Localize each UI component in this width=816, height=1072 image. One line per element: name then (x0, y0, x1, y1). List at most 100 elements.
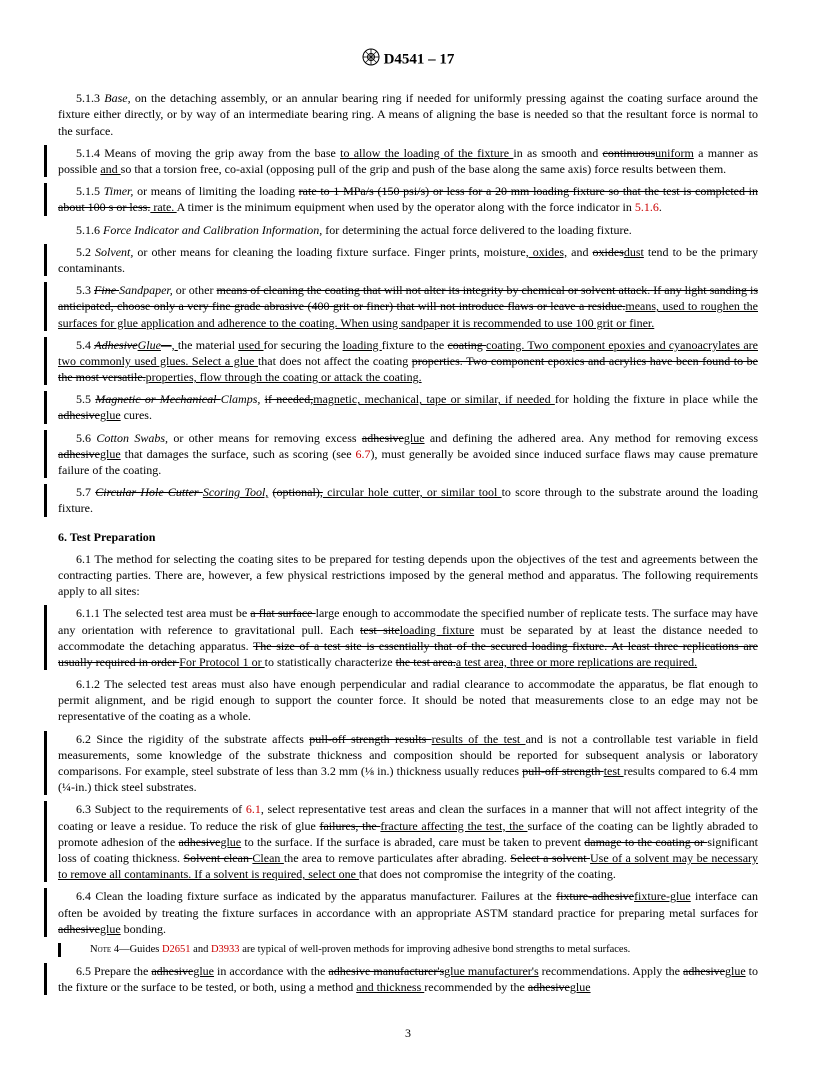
u: glue (570, 980, 591, 994)
s: adhesive manufacturer's (328, 964, 444, 978)
term: Scoring Tool, (203, 485, 268, 499)
ref: 6.1 (246, 802, 261, 816)
term: Sandpaper, (119, 283, 173, 297)
t: or other means for cleaning the loading … (133, 245, 525, 259)
t: recommended by the (424, 980, 528, 994)
s: adhesive (58, 447, 100, 461)
num: 5.7 (76, 485, 95, 499)
num: 6.5 (76, 964, 94, 978)
num: 5.5 (76, 392, 95, 406)
u: , oxides, (526, 245, 567, 259)
u: and thickness (356, 980, 424, 994)
u: glue (100, 922, 121, 936)
para-5.5: 5.5 Magnetic or Mechanical Clamps, if ne… (44, 391, 758, 423)
s: fixture-adhesive (556, 889, 634, 903)
num: 6.1.2 (76, 677, 104, 691)
page-number: 3 (58, 1025, 758, 1041)
term: Base, (104, 91, 130, 105)
t: are typical of well-proven methods for i… (240, 944, 631, 955)
ref: 6.7 (356, 447, 371, 461)
t: or means of limiting the loading (133, 184, 298, 198)
ref: 5.1.6 (635, 200, 659, 214)
term: Solvent, (95, 245, 133, 259)
s: Solvent clean (184, 851, 253, 865)
u: uniform (655, 146, 694, 160)
s: Adhesive (94, 338, 137, 352)
u: fixture-glue (634, 889, 691, 903)
t: A timer is the minimum equipment when us… (177, 200, 635, 214)
u: glue (193, 964, 214, 978)
section-6-heading: 6. Test Preparation (58, 529, 758, 545)
term: Cotton Swabs, (96, 431, 168, 445)
u: glue manufacturer's (444, 964, 538, 978)
t: so that a torsion free, co-axial (opposi… (121, 162, 727, 176)
t: Clean the loading fixture surface as ind… (95, 889, 556, 903)
term: Glue (138, 338, 161, 352)
designation-text: D4541 – 17 (384, 52, 455, 68)
para-5.3: 5.3 Fine Sandpaper, or other means of cl… (44, 282, 758, 331)
t: for holding the fixture in place while t… (555, 392, 758, 406)
ref: D3933 (211, 944, 240, 955)
s: damage to the coating or (584, 835, 707, 849)
term: Timer, (104, 184, 134, 198)
astm-logo (362, 48, 380, 72)
document-header: D4541 – 17 (58, 48, 758, 72)
t: Guides (130, 944, 162, 955)
s: adhesive (58, 922, 100, 936)
u: to allow the loading of the fixture (340, 146, 513, 160)
para-6.1: 6.1 The method for selecting the coating… (58, 551, 758, 600)
u: glue (100, 447, 121, 461)
num: 6.4 (76, 889, 95, 903)
s: adhesive (151, 964, 193, 978)
para-5.1.5: 5.1.5 Timer, or means of limiting the lo… (44, 183, 758, 215)
t: or other (173, 283, 217, 297)
u: used (238, 338, 263, 352)
u: a test area, three or more replications … (456, 655, 697, 669)
s: pull-off strength results (309, 732, 431, 746)
s: (optional), (273, 485, 323, 499)
u: glue (404, 431, 425, 445)
t: bonding. (121, 922, 166, 936)
note-label: Note 4— (90, 944, 130, 955)
t: The selected test area must be (103, 606, 250, 620)
t: that does not affect the coating (258, 354, 412, 368)
u: loading (343, 338, 382, 352)
t: the material (178, 338, 238, 352)
num: 5.1.6 (76, 223, 103, 237)
s: a flat surface (250, 606, 315, 620)
s: failures, the (319, 819, 380, 833)
num: 6.3 (76, 802, 95, 816)
u: glue (220, 835, 241, 849)
u: and (100, 162, 120, 176)
s: pull-off strength (522, 764, 604, 778)
num: 5.2 (76, 245, 95, 259)
u: results of the test (432, 732, 526, 746)
num: 5.3 (76, 283, 94, 297)
para-6.4: 6.4 Clean the loading fixture surface as… (44, 888, 758, 937)
s: adhesive (362, 431, 404, 445)
num: 6.2 (76, 732, 96, 746)
term: Clamps, (221, 392, 261, 406)
num: 6.1 (76, 552, 94, 566)
t: Means of moving the grip away from the b… (104, 146, 340, 160)
t: in as smooth and (513, 146, 602, 160)
t: for securing the (264, 338, 343, 352)
u: glue (100, 408, 121, 422)
s: continuous (603, 146, 656, 160)
para-5.1.4: 5.1.4 Means of moving the grip away from… (44, 145, 758, 177)
s: the test area. (396, 655, 456, 669)
s: adhesive (528, 980, 570, 994)
u: fracture affecting the test, the (380, 819, 527, 833)
t: the area to remove particulates after ab… (284, 851, 510, 865)
num: 5.4 (76, 338, 94, 352)
para-5.2: 5.2 Solvent, or other means for cleaning… (44, 244, 758, 276)
t: that damages the surface, such as scorin… (121, 447, 356, 461)
t: and defining the adhered area. Any metho… (425, 431, 758, 445)
s: Select a solvent (510, 851, 590, 865)
s: Magnetic or Mechanical (95, 392, 220, 406)
t: or other means for removing excess (168, 431, 362, 445)
t: The method for selecting the coating sit… (58, 552, 758, 598)
s: coating (447, 338, 486, 352)
u: loading fixture (400, 623, 474, 637)
u: circular hole cutter, or similar tool (323, 485, 502, 499)
